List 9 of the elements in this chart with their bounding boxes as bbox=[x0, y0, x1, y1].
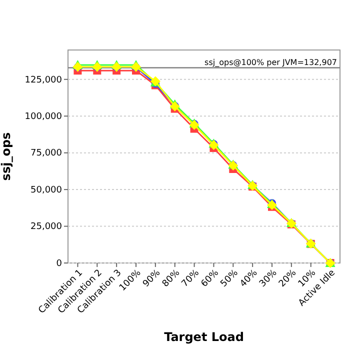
y-tick-label: 25,000 bbox=[30, 222, 62, 232]
y-axis-title: ssj_ops bbox=[0, 132, 13, 181]
ref-line-label: ssj_ops@100% per JVM=132,907 bbox=[204, 58, 337, 67]
y-tick-label: 100,000 bbox=[24, 112, 62, 122]
y-tick-label: 50,000 bbox=[30, 185, 62, 196]
y-tick-label: 0 bbox=[56, 258, 62, 269]
y-tick-label: 125,000 bbox=[24, 75, 62, 86]
x-axis-title: Target Load bbox=[164, 330, 244, 344]
y-tick-label: 75,000 bbox=[30, 148, 62, 159]
